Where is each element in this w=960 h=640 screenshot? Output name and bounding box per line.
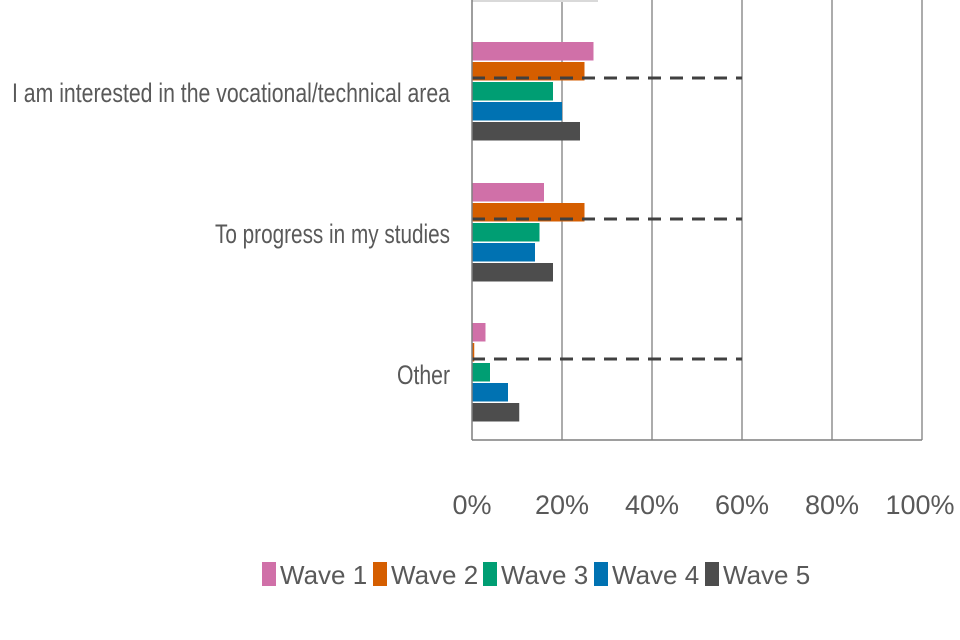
legend-label-wave-2: Wave 2 bbox=[391, 560, 478, 590]
bar-1-wave-4 bbox=[472, 102, 562, 121]
bar-1-wave-1 bbox=[472, 42, 594, 61]
legend-swatch-wave-3 bbox=[483, 562, 497, 586]
legend-swatch-wave-2 bbox=[373, 562, 387, 586]
bar-3-wave-4 bbox=[472, 383, 508, 402]
x-tick-label-60pct: 60% bbox=[715, 490, 769, 520]
category-labels: I am interested in the vocational/techni… bbox=[12, 78, 451, 390]
category-label-1: I am interested in the vocational/techni… bbox=[12, 78, 451, 108]
legend-label-wave-4: Wave 4 bbox=[612, 560, 699, 590]
x-tick-label-40pct: 40% bbox=[625, 490, 679, 520]
legend-label-wave-1: Wave 1 bbox=[280, 560, 367, 590]
category-label-2: To progress in my studies bbox=[215, 219, 450, 249]
reference-lines bbox=[472, 76, 742, 361]
bar-3-wave-1 bbox=[472, 323, 486, 342]
legend-swatch-wave-5 bbox=[705, 562, 719, 586]
bars bbox=[472, 0, 598, 422]
bar-2-wave-4 bbox=[472, 243, 535, 262]
x-tick-label-20pct: 20% bbox=[535, 490, 589, 520]
bar-3-wave-5 bbox=[472, 403, 520, 422]
x-tick-label-100pct: 100% bbox=[885, 490, 954, 520]
partial-bar-top bbox=[472, 0, 598, 2]
bar-2-wave-2 bbox=[472, 203, 585, 222]
legend-label-wave-3: Wave 3 bbox=[501, 560, 588, 590]
legend: Wave 1 Wave 2 Wave 3 Wave 4 Wave 5 bbox=[262, 560, 810, 590]
tick-labels: 0% 20% 40% 60% 80% 100% bbox=[452, 490, 954, 520]
axes bbox=[471, 0, 922, 441]
bar-3-wave-3 bbox=[472, 363, 490, 382]
bar-2-wave-1 bbox=[472, 183, 544, 202]
x-tick-label-0pct: 0% bbox=[452, 490, 491, 520]
bar-2-wave-3 bbox=[472, 223, 540, 242]
category-label-3: Other bbox=[397, 360, 450, 390]
legend-label-wave-5: Wave 5 bbox=[723, 560, 810, 590]
bar-1-wave-5 bbox=[472, 122, 580, 141]
legend-swatch-wave-4 bbox=[594, 562, 608, 586]
legend-swatch-wave-1 bbox=[262, 562, 276, 586]
bar-2-wave-5 bbox=[472, 263, 553, 282]
x-tick-label-80pct: 80% bbox=[805, 490, 859, 520]
bar-1-wave-2 bbox=[472, 62, 585, 81]
bar-3-wave-2 bbox=[472, 343, 475, 362]
bar-1-wave-3 bbox=[472, 82, 553, 101]
